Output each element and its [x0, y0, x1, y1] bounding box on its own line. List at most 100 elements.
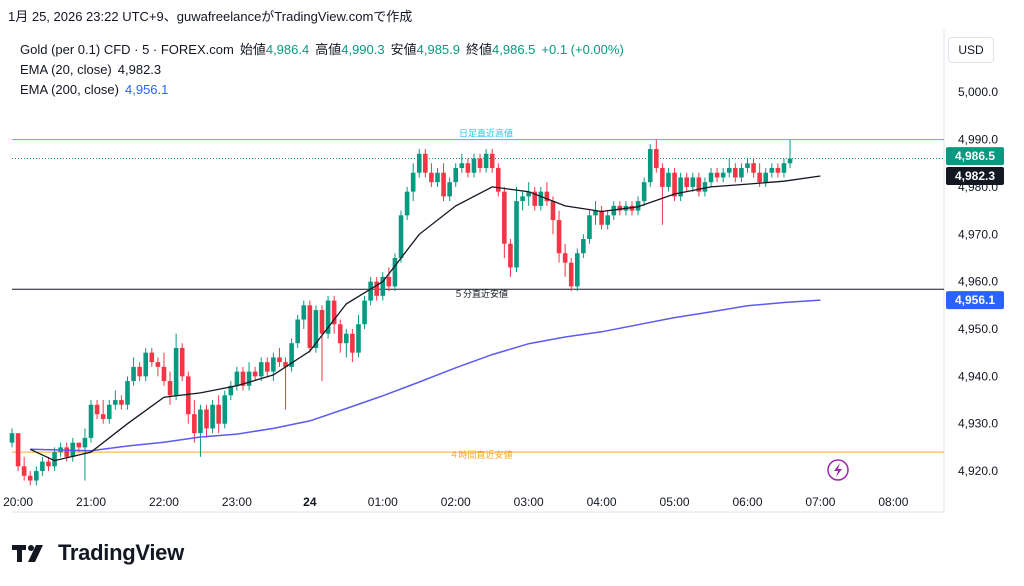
candle — [246, 362, 252, 391]
candle — [435, 167, 440, 187]
candle — [350, 328, 355, 363]
candle — [295, 314, 300, 348]
candle — [459, 153, 465, 173]
candle — [763, 167, 769, 187]
candle — [185, 371, 191, 424]
candle-body — [787, 158, 793, 164]
candle-body — [374, 281, 380, 296]
x-tick-label: 23:00 — [222, 495, 252, 509]
candle-body — [660, 167, 665, 187]
candle — [544, 182, 550, 206]
candle-body — [362, 300, 367, 325]
candle — [179, 343, 185, 382]
y-tick-label: 4,930.0 — [958, 417, 998, 431]
candle — [94, 400, 100, 419]
candle-body — [185, 376, 191, 415]
candle — [708, 167, 714, 187]
candle — [647, 144, 653, 187]
candle-body — [550, 201, 556, 221]
candle-body — [113, 400, 118, 405]
candle-body — [344, 333, 349, 344]
candle — [362, 295, 367, 329]
candle-body — [666, 172, 671, 187]
close-item: 終値4,986.5 — [466, 40, 535, 60]
candle-body — [757, 172, 762, 183]
candle-body — [240, 371, 246, 386]
candle — [88, 400, 94, 443]
candle — [52, 447, 57, 472]
candle-body — [137, 366, 142, 377]
candle-body — [301, 305, 307, 320]
ema200-line — [30, 299, 821, 452]
candle — [264, 357, 270, 377]
candle-body — [155, 362, 161, 367]
candle — [666, 167, 671, 192]
open-label: 始値 — [239, 42, 266, 57]
candle — [483, 149, 489, 173]
candle-body — [708, 172, 714, 183]
candle — [228, 381, 234, 401]
candle — [441, 163, 446, 202]
candle — [271, 352, 276, 382]
candle — [495, 163, 501, 197]
candle-body — [654, 149, 659, 168]
y-tick-label: 4,940.0 — [958, 369, 998, 383]
price-badge-label: 4,986.5 — [955, 149, 995, 163]
symbol-label[interactable]: Gold (per 0.1) CFD · 5 · FOREX.com — [20, 42, 234, 57]
candle-body — [76, 442, 82, 448]
x-tick-label: 08:00 — [878, 495, 908, 509]
x-tick-label: 03:00 — [514, 495, 544, 509]
candle — [574, 248, 580, 292]
candle — [532, 186, 538, 211]
candle-body — [368, 281, 373, 301]
candle — [234, 366, 240, 391]
candle-body — [423, 153, 428, 173]
candle — [617, 201, 623, 216]
candle — [204, 404, 209, 438]
candle — [672, 167, 677, 202]
candle — [210, 400, 215, 434]
currency-button[interactable]: USD — [948, 37, 994, 63]
candle — [258, 357, 264, 382]
price-badge-label: 4,956.1 — [955, 293, 995, 307]
ema20-legend-row[interactable]: EMA (20, close) 4,982.3 — [20, 60, 624, 80]
candle — [429, 163, 434, 187]
candle-body — [161, 366, 167, 382]
candle — [678, 172, 683, 202]
candle-body — [295, 319, 300, 344]
candle-body — [775, 167, 781, 173]
candle-body — [477, 158, 483, 168]
candle-body — [672, 172, 677, 197]
candle-body — [258, 362, 264, 377]
candle — [106, 400, 112, 424]
candle-body — [149, 352, 155, 363]
ema200-value: 4,956.1 — [125, 82, 169, 97]
candle-body — [483, 153, 489, 168]
ema200-legend-row[interactable]: EMA (200, close) 4,956.1 — [20, 80, 624, 100]
candle — [556, 210, 562, 263]
candle — [131, 357, 136, 386]
candle — [9, 428, 15, 448]
ema200-label: EMA (200, close) — [20, 82, 119, 97]
candle-body — [544, 191, 550, 202]
candle — [465, 158, 471, 178]
candle — [654, 139, 659, 173]
candle-body — [568, 262, 574, 287]
low-item: 安値4,985.9 — [391, 40, 460, 60]
candle-body — [380, 276, 386, 296]
y-tick-label: 4,920.0 — [958, 464, 998, 478]
candle — [252, 366, 258, 382]
price-line-label: ５分直近安値 — [454, 288, 508, 299]
y-tick-label: 4,960.0 — [958, 275, 998, 289]
candle — [550, 196, 556, 235]
candle-body — [581, 239, 586, 254]
candle-body — [745, 163, 750, 168]
x-tick-label: 24 — [303, 495, 317, 509]
high-item: 高値4,990.3 — [315, 40, 384, 60]
candle — [635, 196, 641, 216]
candle — [520, 191, 525, 211]
candle — [240, 366, 246, 391]
candle-body — [410, 172, 416, 192]
lightning-icon[interactable] — [834, 463, 842, 477]
